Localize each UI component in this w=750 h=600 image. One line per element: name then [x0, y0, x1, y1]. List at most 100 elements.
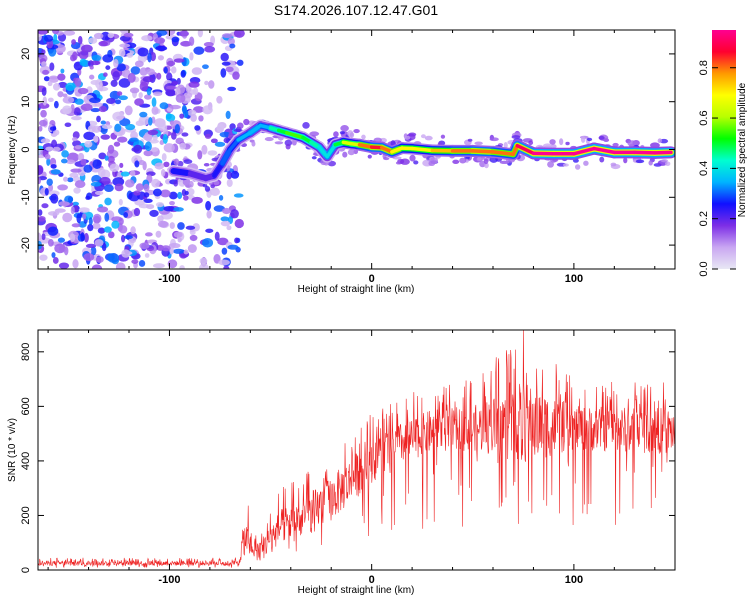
noise-blob	[163, 66, 168, 74]
x-tick-label: 100	[565, 574, 583, 586]
ridge-halo-blob	[474, 141, 483, 146]
ridge-halo-blob	[598, 135, 605, 140]
noise-blob	[119, 43, 131, 48]
noise-blob	[43, 76, 50, 82]
spectrogram-x-label: Height of straight line (km)	[298, 284, 415, 295]
ridge-halo-blob	[213, 180, 220, 186]
noise-blob	[174, 123, 180, 134]
noise-blob	[91, 125, 102, 133]
noise-blob	[134, 60, 144, 68]
noise-blob	[147, 129, 159, 136]
noise-blob	[79, 58, 88, 67]
snr-y-label: SNR (10 * v/v)	[7, 418, 18, 482]
spectrogram-y-label: Frequency (Hz)	[7, 116, 18, 185]
noise-blob	[58, 201, 70, 207]
noise-blob	[90, 246, 97, 256]
ridge-segment	[410, 146, 435, 153]
noise-blob	[39, 254, 48, 261]
noise-blob	[197, 150, 203, 160]
noise-blob	[152, 188, 162, 197]
noise-blob	[85, 243, 97, 248]
noise-blob	[214, 231, 220, 241]
noise-blob	[151, 178, 160, 188]
noise-blob	[74, 180, 86, 188]
ridge-halo-blob	[188, 180, 194, 188]
snr-frame	[37, 329, 676, 571]
ridge-halo-blob	[583, 160, 589, 166]
noise-blob	[145, 232, 153, 237]
ridge-halo-blob	[657, 138, 663, 144]
noise-blob	[38, 209, 43, 216]
noise-blob	[193, 46, 205, 55]
ridge-halo-blob	[467, 138, 473, 142]
noise-blob	[207, 150, 218, 156]
noise-blob	[178, 30, 189, 37]
noise-blob	[104, 212, 110, 222]
noise-blob	[165, 85, 177, 90]
noise-blob	[83, 253, 95, 262]
noise-blob	[49, 62, 55, 71]
noise-blob	[67, 196, 74, 203]
noise-blob	[112, 111, 124, 122]
noise-blob	[53, 129, 60, 136]
noise-blob	[183, 195, 189, 201]
ridge-halo-blob	[302, 122, 310, 129]
noise-blob	[91, 264, 103, 269]
noise-blob	[77, 87, 89, 95]
noise-blob	[38, 177, 41, 185]
noise-blob	[197, 30, 203, 38]
noise-blob	[78, 207, 90, 213]
y-tick-label: 0	[20, 567, 32, 573]
noise-blob	[232, 71, 240, 80]
ridge-halo-blob	[459, 157, 467, 164]
noise-blob	[63, 246, 69, 256]
noise-blob	[143, 183, 150, 192]
noise-blob	[134, 98, 144, 106]
noise-blob	[225, 110, 231, 120]
y-tick-label: 20	[20, 48, 32, 60]
noise-blob	[94, 190, 104, 196]
noise-blob	[107, 144, 115, 154]
noise-blob	[179, 113, 185, 119]
ridge-halo-blob	[173, 158, 180, 166]
y-tick-label: 10	[20, 96, 32, 108]
noise-blob	[104, 155, 109, 161]
noise-blob	[40, 138, 51, 144]
noise-blob	[133, 144, 143, 154]
noise-blob	[169, 104, 181, 110]
noise-blob	[163, 161, 170, 168]
noise-blob	[94, 102, 103, 107]
noise-blob	[46, 157, 51, 166]
noise-blob	[144, 253, 150, 258]
ridge-halo-blob	[367, 154, 372, 159]
noise-blob	[64, 122, 72, 128]
noise-blob	[118, 48, 126, 57]
noise-blob	[199, 263, 209, 269]
ridge-segment	[357, 142, 374, 149]
noise-blob	[123, 235, 133, 240]
ridge-halo-blob	[635, 159, 645, 164]
noise-blob	[101, 124, 113, 129]
ridge-halo-blob	[599, 156, 605, 163]
noise-blob	[118, 217, 124, 226]
colorbar: 0.0 0.2 0.4 0.6 0.8 Normalized spectral ampl…	[698, 30, 748, 277]
ridge-halo-blob	[489, 137, 499, 142]
ridge-segment	[380, 145, 394, 154]
noise-blob	[225, 66, 234, 73]
noise-blob	[39, 119, 48, 127]
noise-blob	[73, 107, 81, 116]
noise-blob	[41, 203, 49, 209]
ridge-segment	[491, 150, 515, 157]
noise-blob	[107, 155, 115, 163]
noise-blob	[97, 227, 106, 234]
noise-blob	[148, 116, 153, 126]
noise-blob	[97, 206, 109, 213]
noise-blob	[88, 37, 98, 44]
noise-blob	[53, 83, 61, 91]
noise-blob	[130, 66, 141, 75]
noise-blob	[83, 232, 89, 243]
noise-blob	[154, 162, 165, 170]
noise-blob	[133, 207, 141, 217]
